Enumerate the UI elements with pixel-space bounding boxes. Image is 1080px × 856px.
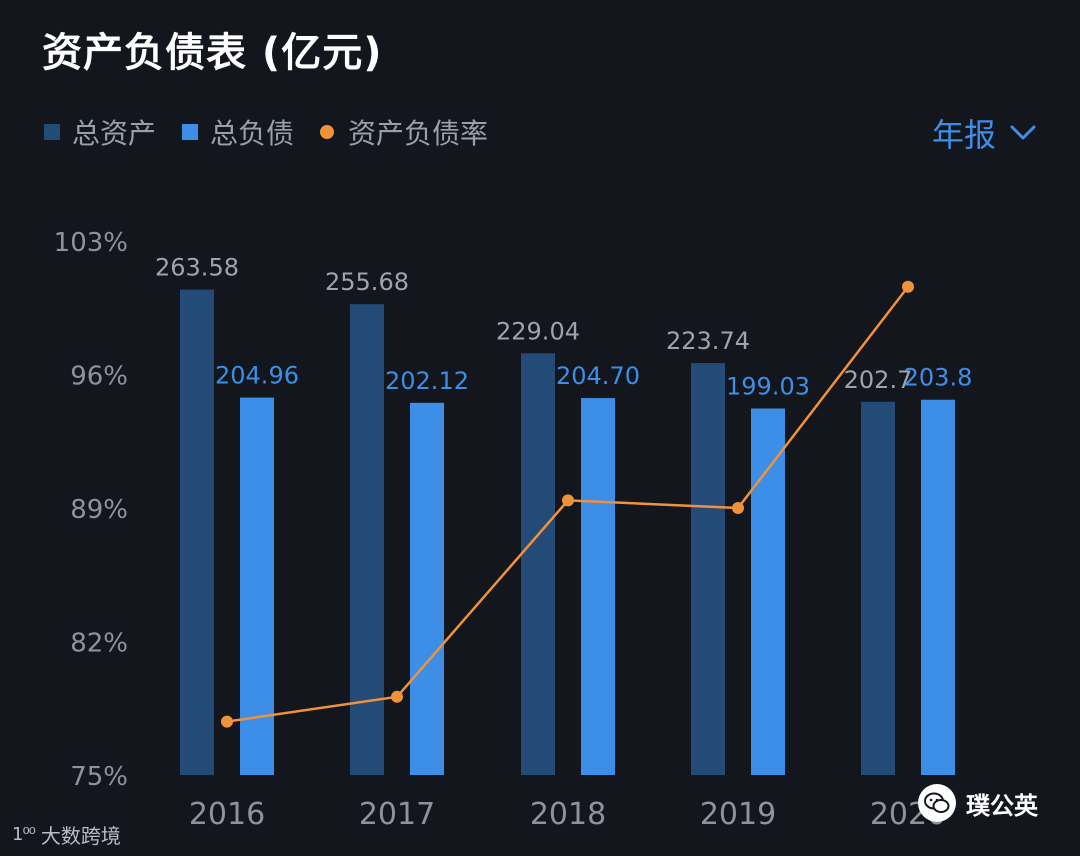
y-tick-label: 96% (70, 362, 128, 392)
data-label-total-assets: 223.74 (666, 327, 750, 355)
point-debt-ratio (562, 494, 574, 507)
data-label-total-liabilities: 204.96 (215, 362, 299, 390)
y-tick-label: 75% (70, 762, 128, 792)
data-label-total-liabilities: 199.03 (726, 373, 810, 401)
data-label-total-liabilities: 203.8 (904, 364, 973, 392)
period-label: 年报 (931, 116, 996, 154)
legend-dot-debt-ratio (320, 125, 335, 139)
bar-total-assets (861, 401, 895, 775)
legend-item-total-assets[interactable]: 总资产 (44, 112, 156, 152)
data-label-total-assets: 229.04 (496, 317, 580, 345)
point-debt-ratio (732, 502, 744, 514)
legend-swatch-total-liabilities (182, 124, 199, 140)
bar-total-liabilities (581, 398, 615, 775)
data-label-total-assets: 255.68 (325, 268, 409, 296)
point-debt-ratio (391, 690, 403, 703)
chevron-down-icon (1010, 125, 1036, 140)
legend-item-total-liabilities[interactable]: 总负债 (182, 112, 294, 152)
bar-total-liabilities (240, 397, 274, 775)
bar-total-liabilities (751, 408, 785, 775)
legend-label-total-liabilities: 总负债 (210, 117, 295, 150)
x-tick-label: 2016 (189, 797, 265, 832)
chart-legend: 总资产 总负债 资产负债率 (44, 112, 514, 152)
legend-swatch-total-assets (44, 124, 60, 140)
watermark-left-text: 大数跨境 (40, 824, 121, 848)
x-tick-label: 2019 (700, 797, 776, 832)
legend-label-total-assets: 总资产 (72, 117, 157, 150)
y-tick-label: 89% (70, 495, 128, 525)
legend-item-debt-ratio[interactable]: 资产负债率 (320, 112, 488, 152)
y-tick-label: 103% (54, 228, 128, 258)
x-tick-label: 2018 (530, 797, 606, 832)
bar-total-assets (521, 353, 555, 775)
bar-total-assets (180, 289, 214, 775)
data-label-total-assets: 202.7 (844, 366, 913, 394)
bar-total-liabilities (410, 402, 444, 775)
legend-label-debt-ratio: 资产负债率 (348, 117, 489, 150)
wechat-icon (918, 784, 956, 822)
data-label-total-liabilities: 202.12 (385, 367, 469, 395)
bar-total-assets (350, 304, 384, 775)
watermark-right: 璞公英 (918, 784, 1038, 822)
page-title: 资产负债表 (亿元) (42, 30, 383, 76)
point-debt-ratio (221, 715, 233, 728)
point-debt-ratio (902, 280, 914, 293)
x-tick-label: 2017 (359, 797, 435, 832)
brand-logo: 1⁰⁰ (12, 824, 36, 845)
period-selector[interactable]: 年报 (932, 110, 1036, 156)
watermark-left: 1⁰⁰ 大数跨境 (12, 820, 121, 849)
data-label-total-assets: 263.58 (155, 254, 239, 282)
bar-total-liabilities (921, 399, 955, 775)
bar-total-assets (691, 363, 725, 775)
y-tick-label: 82% (70, 629, 128, 659)
data-label-total-liabilities: 204.70 (556, 362, 640, 390)
watermark-right-text: 璞公英 (966, 791, 1038, 820)
